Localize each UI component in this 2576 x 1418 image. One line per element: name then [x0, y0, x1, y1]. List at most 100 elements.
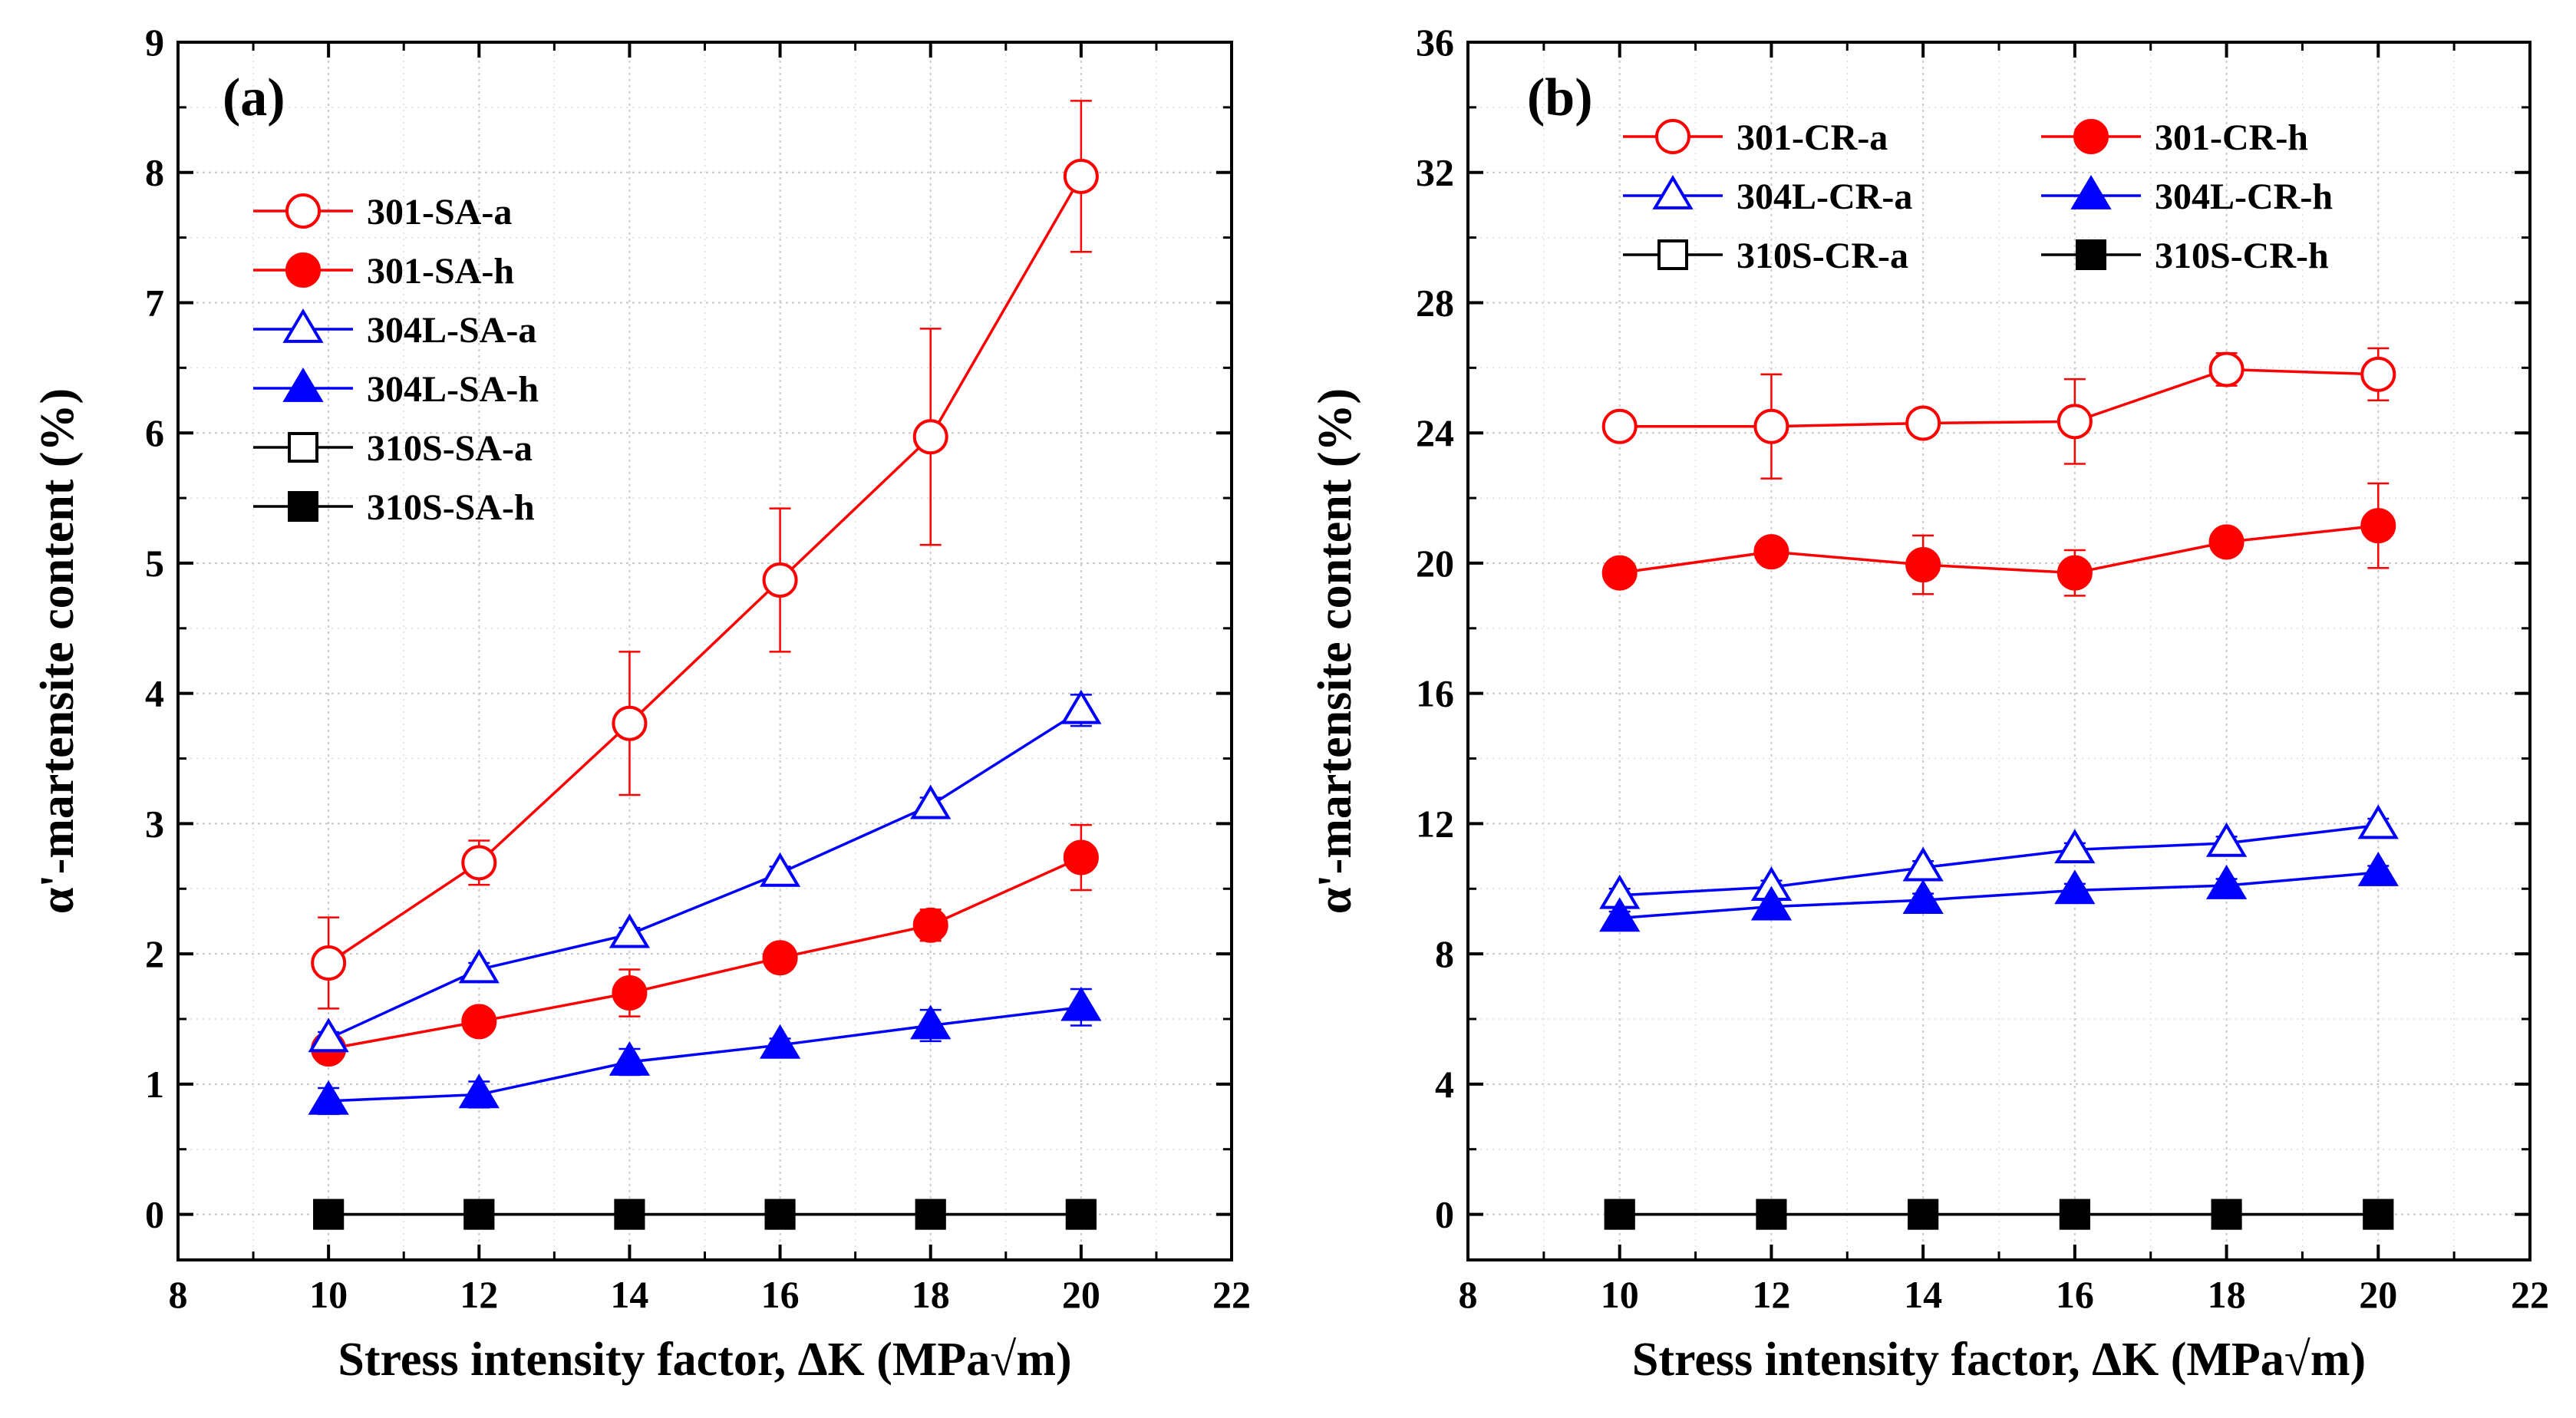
data-point	[2205, 864, 2248, 899]
legend-item: 301-SA-a	[253, 192, 512, 232]
series-301-CR-a	[1601, 347, 2396, 480]
series-304L-SA-h	[308, 986, 1102, 1116]
data-point	[612, 705, 648, 741]
legend-marker	[2076, 239, 2106, 270]
data-point	[1599, 897, 1641, 932]
x-tick-label: 8	[169, 1273, 188, 1316]
y-tick-label: 4	[1435, 1063, 1454, 1106]
data-point	[2057, 555, 2093, 591]
y-tick-label: 24	[1416, 411, 1454, 454]
data-point	[2208, 351, 2245, 387]
series-301-SA-a	[311, 100, 1099, 1010]
y-tick-label: 1	[145, 1063, 164, 1106]
legend-b: 301-CR-a 301-CR-h 304L-CR-a 304L-CR-h 310S-C…	[1623, 117, 2333, 276]
data-point	[311, 945, 347, 981]
y-tick-label: 3	[145, 802, 164, 845]
legend-label: 304L-SA-h	[367, 369, 539, 410]
x-tick-label: 20	[2359, 1273, 2397, 1316]
x-tick-label: 18	[912, 1273, 950, 1316]
legend-label: 301-CR-a	[1737, 117, 1888, 158]
data-point	[912, 907, 948, 943]
legend-item: 301-SA-h	[253, 251, 514, 292]
series-310S-CR-h	[1604, 1199, 2394, 1230]
legend-marker	[282, 308, 324, 343]
data-point	[1060, 689, 1102, 724]
legend-marker	[2073, 119, 2109, 154]
data-point	[1753, 408, 1789, 444]
data-point	[609, 1040, 651, 1076]
legend-item: 304L-CR-a	[1623, 174, 1912, 217]
data-point	[458, 1073, 500, 1109]
legend-label: 304L-CR-h	[2155, 176, 2333, 217]
series-304L-CR-h	[1599, 852, 2399, 932]
legend-marker	[285, 193, 321, 229]
x-tick-label: 14	[1904, 1273, 1942, 1316]
x-tick-label: 16	[761, 1273, 800, 1316]
legend-marker	[288, 491, 318, 522]
y-tick-label: 7	[145, 281, 164, 324]
series-line	[1619, 524, 2379, 575]
data-point	[461, 1004, 497, 1040]
data-point	[2360, 356, 2396, 392]
legend-label: 310S-SA-h	[367, 487, 535, 528]
x-tick-label: 22	[2511, 1273, 2549, 1316]
data-point	[910, 784, 952, 819]
y-tick-label: 28	[1416, 281, 1454, 324]
data-point	[912, 419, 948, 455]
series-line	[328, 175, 1083, 965]
data-point	[2360, 508, 2396, 544]
data-point	[463, 1199, 495, 1230]
data-point	[1604, 1199, 1635, 1230]
x-tick-label: 20	[1062, 1273, 1100, 1316]
y-tick-label: 4	[145, 672, 164, 715]
legend-item: 304L-SA-h	[253, 367, 539, 410]
data-point	[2054, 869, 2096, 905]
legend-label: 310S-CR-h	[2155, 236, 2329, 276]
data-point	[1905, 547, 1941, 583]
data-point	[1905, 405, 1941, 441]
x-tick-label: 18	[2208, 1273, 2246, 1316]
y-axis-label: α'-martensite content (%)	[1309, 388, 1361, 914]
series-310S-SA-h	[313, 1199, 1097, 1230]
data-point	[1060, 986, 1102, 1021]
y-tick-label: 32	[1416, 151, 1454, 194]
panel-b: 8 10 12 14 16 18 20 22 0 4 8 12 16 20 24 28 32 36 Stress i…	[1309, 21, 2549, 1386]
data-point	[1601, 555, 1638, 591]
y-tick-label: 5	[145, 542, 164, 585]
data-point	[762, 940, 798, 976]
data-point	[313, 1199, 345, 1230]
series-line	[328, 709, 1082, 1040]
legend-item: 310S-CR-h	[2041, 236, 2329, 276]
x-tick-label: 10	[309, 1273, 348, 1316]
data-point	[759, 1024, 801, 1059]
panel-label: (b)	[1527, 68, 1593, 127]
data-point	[1756, 1199, 1787, 1230]
x-tick-label: 10	[1601, 1273, 1639, 1316]
series-304L-SA-a	[308, 689, 1102, 1053]
data-point	[1063, 158, 1099, 194]
panel-label: (a)	[223, 68, 285, 127]
y-tick-label: 0	[145, 1193, 164, 1236]
legend-marker	[1657, 239, 1688, 270]
legend-item: 304L-SA-a	[253, 308, 536, 351]
series-line	[1619, 368, 2379, 428]
legend-label: 310S-SA-a	[367, 428, 533, 469]
x-tick-label: 14	[610, 1273, 648, 1316]
legend-item: 310S-CR-a	[1623, 236, 1908, 276]
legend-marker	[282, 367, 324, 402]
data-point	[2205, 822, 2248, 857]
data-point	[1601, 408, 1638, 444]
series-line	[328, 856, 1082, 1050]
data-point	[1908, 1199, 1939, 1230]
x-tick-label: 22	[1212, 1273, 1251, 1316]
x-tick-label: 12	[460, 1273, 498, 1316]
data-point	[461, 845, 497, 881]
data-point	[759, 852, 801, 887]
data-point	[1902, 879, 1944, 914]
data-point	[609, 913, 651, 948]
legend-marker	[285, 252, 321, 288]
data-point	[762, 562, 798, 598]
data-point	[612, 975, 648, 1011]
